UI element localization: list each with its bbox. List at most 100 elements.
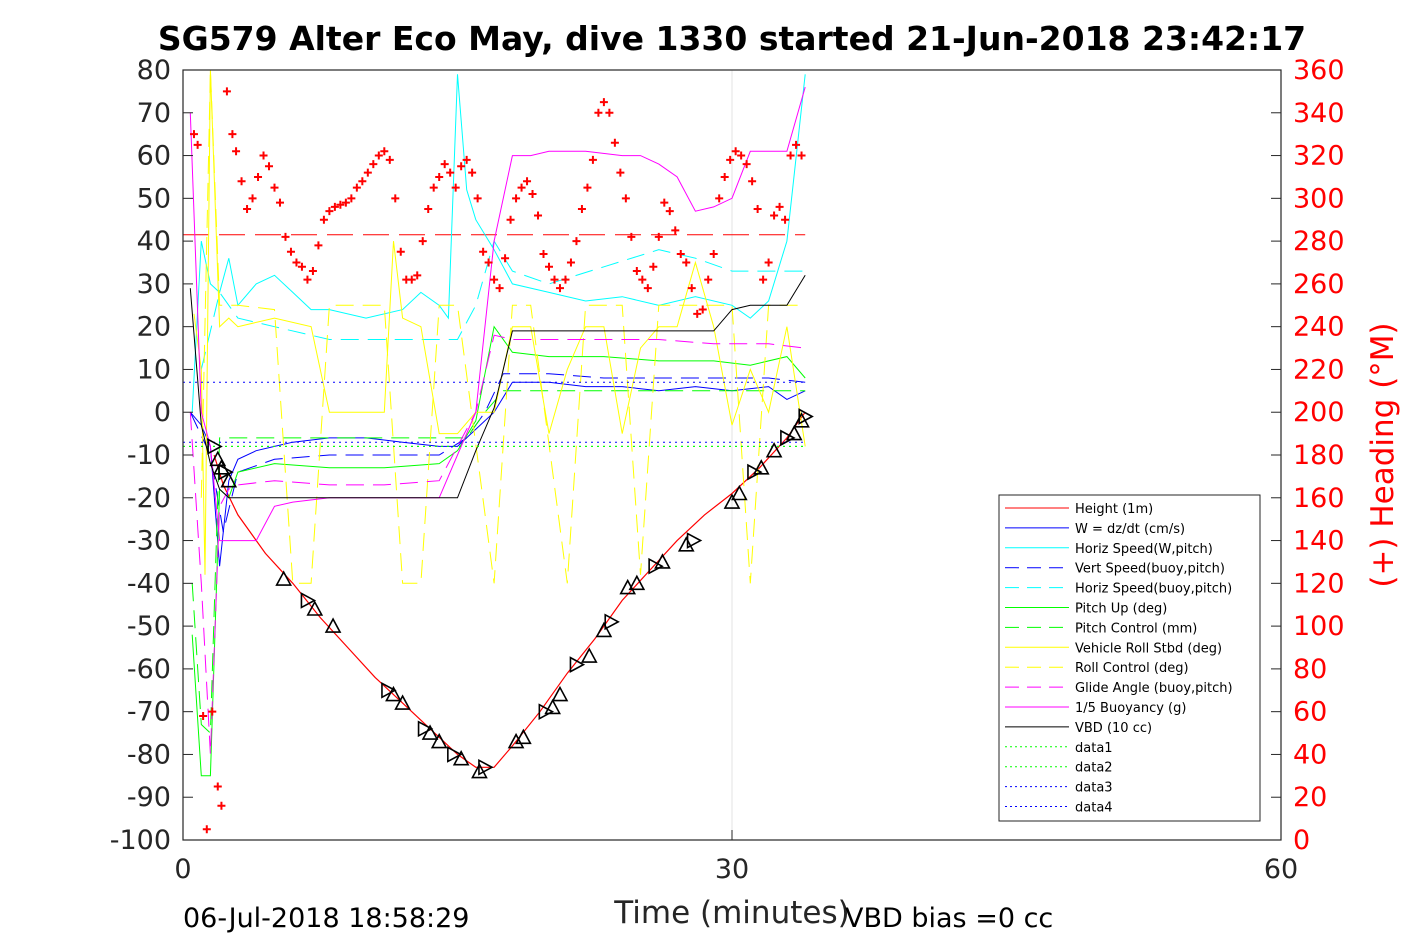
- x-axis-label: Time (minutes): [613, 895, 849, 931]
- y-left-tick-label: 60: [137, 141, 171, 172]
- depth-marker: [569, 656, 586, 673]
- heading-point: [621, 194, 630, 203]
- heading-point: [523, 177, 532, 186]
- depth-marker: [417, 720, 434, 738]
- heading-point: [435, 172, 444, 181]
- heading-point: [775, 202, 784, 211]
- heading-point: [254, 172, 263, 181]
- y-left-tick-label: 0: [154, 397, 171, 428]
- heading-point: [577, 205, 586, 214]
- heading-point: [748, 177, 757, 186]
- heading-point: [479, 247, 488, 256]
- heading-point: [385, 155, 394, 164]
- depth-marker: [220, 471, 238, 488]
- depth-marker: [723, 493, 741, 509]
- heading-point: [517, 183, 526, 192]
- heading-point: [352, 183, 361, 192]
- y-right-tick-label: 300: [1293, 183, 1345, 214]
- heading-point: [275, 198, 284, 207]
- heading-point: [572, 237, 581, 246]
- heading-point: [213, 782, 222, 791]
- heading-point: [303, 275, 312, 284]
- depth-marker: [213, 459, 230, 475]
- depth-marker: [677, 536, 695, 552]
- series-line-4: [200, 239, 806, 370]
- heading-point: [462, 155, 471, 164]
- y-axis-right: 3603403203002802602402202001801601401201…: [1271, 55, 1345, 856]
- y-right-tick-label: 0: [1293, 825, 1310, 856]
- heading-point: [446, 168, 455, 177]
- heading-point: [797, 151, 806, 160]
- heading-point: [583, 183, 592, 192]
- heading-point: [391, 194, 400, 203]
- y-axis-left: 80 70 60 50 40 30 20 10 0 -10 -20 -30 -40 -50 -60 -70 -8…: [110, 55, 193, 856]
- depth-marker: [595, 621, 613, 638]
- y-right-tick-label: 20: [1293, 782, 1327, 813]
- depth-marker: [747, 463, 763, 481]
- heading-point: [616, 168, 625, 177]
- legend-label: 1/5 Buoyancy (g): [1075, 701, 1186, 716]
- heading-point: [424, 205, 433, 214]
- y-right-tick-label: 200: [1293, 397, 1345, 428]
- depth-marker: [544, 698, 561, 715]
- y-left-tick-label: 70: [137, 98, 171, 129]
- heading-point: [217, 801, 226, 810]
- y-right-tick-label: 60: [1293, 697, 1327, 728]
- heading-point: [243, 205, 252, 214]
- heading-point: [451, 183, 460, 192]
- y-right-tick-label: 280: [1293, 226, 1345, 257]
- y-left-tick-label: -40: [127, 568, 171, 599]
- heading-point: [363, 168, 372, 177]
- chart-title: SG579 Alter Eco May, dive 1330 started 2…: [158, 19, 1306, 58]
- series-line-3: [189, 373, 806, 533]
- legend-label: data4: [1075, 801, 1113, 816]
- heading-point: [208, 707, 217, 716]
- y-right-tick-label: 340: [1293, 98, 1345, 129]
- legend-label: data3: [1075, 781, 1113, 796]
- heading-point: [682, 258, 691, 267]
- heading-point: [671, 226, 680, 235]
- y-left-tick-label: 10: [137, 354, 171, 385]
- heading-point: [292, 258, 301, 267]
- depth-marker: [538, 703, 555, 721]
- heading-point: [308, 267, 317, 276]
- y-right-tick-label: 120: [1293, 568, 1345, 599]
- heading-point: [792, 140, 801, 149]
- y-left-tick-label: 80: [137, 55, 171, 86]
- heading-point: [429, 183, 438, 192]
- heading-point: [588, 155, 597, 164]
- series-line-0: [213, 411, 806, 768]
- y-right-tick-label: 260: [1293, 269, 1345, 300]
- legend-label: VBD (10 cc): [1075, 721, 1152, 736]
- heading-point: [281, 232, 290, 241]
- heading-point: [649, 262, 658, 271]
- depth-marker: [798, 408, 814, 425]
- depth-marker: [394, 694, 411, 710]
- heading-point: [638, 275, 647, 284]
- y-left-tick-label: -90: [127, 782, 171, 813]
- heading-point: [347, 194, 356, 203]
- heading-point: [202, 825, 211, 834]
- heading-point: [561, 275, 570, 284]
- y-left-tick-label: -50: [127, 611, 171, 642]
- heading-point: [374, 151, 383, 160]
- depth-marker: [648, 557, 664, 575]
- depth-marker: [324, 617, 342, 633]
- x-tick-label: 60: [1264, 854, 1298, 885]
- y-left-tick-label: -60: [127, 654, 171, 685]
- heading-point: [599, 98, 608, 107]
- depth-marker-layer: [207, 408, 814, 779]
- heading-point: [764, 258, 773, 267]
- series-line-11: [189, 275, 806, 499]
- heading-point: [330, 202, 339, 211]
- heading-point: [237, 177, 246, 186]
- heading-point: [314, 241, 323, 250]
- y-right-tick-label: 160: [1293, 483, 1345, 514]
- y-axis-right-label: (+) Heading (°M): [1365, 322, 1401, 587]
- heading-point: [512, 194, 521, 203]
- y-right-tick-label: 80: [1293, 654, 1327, 685]
- heading-point: [654, 232, 663, 241]
- heading-point: [665, 207, 674, 216]
- x-tick-label: 0: [174, 854, 191, 885]
- heading-point: [545, 262, 553, 271]
